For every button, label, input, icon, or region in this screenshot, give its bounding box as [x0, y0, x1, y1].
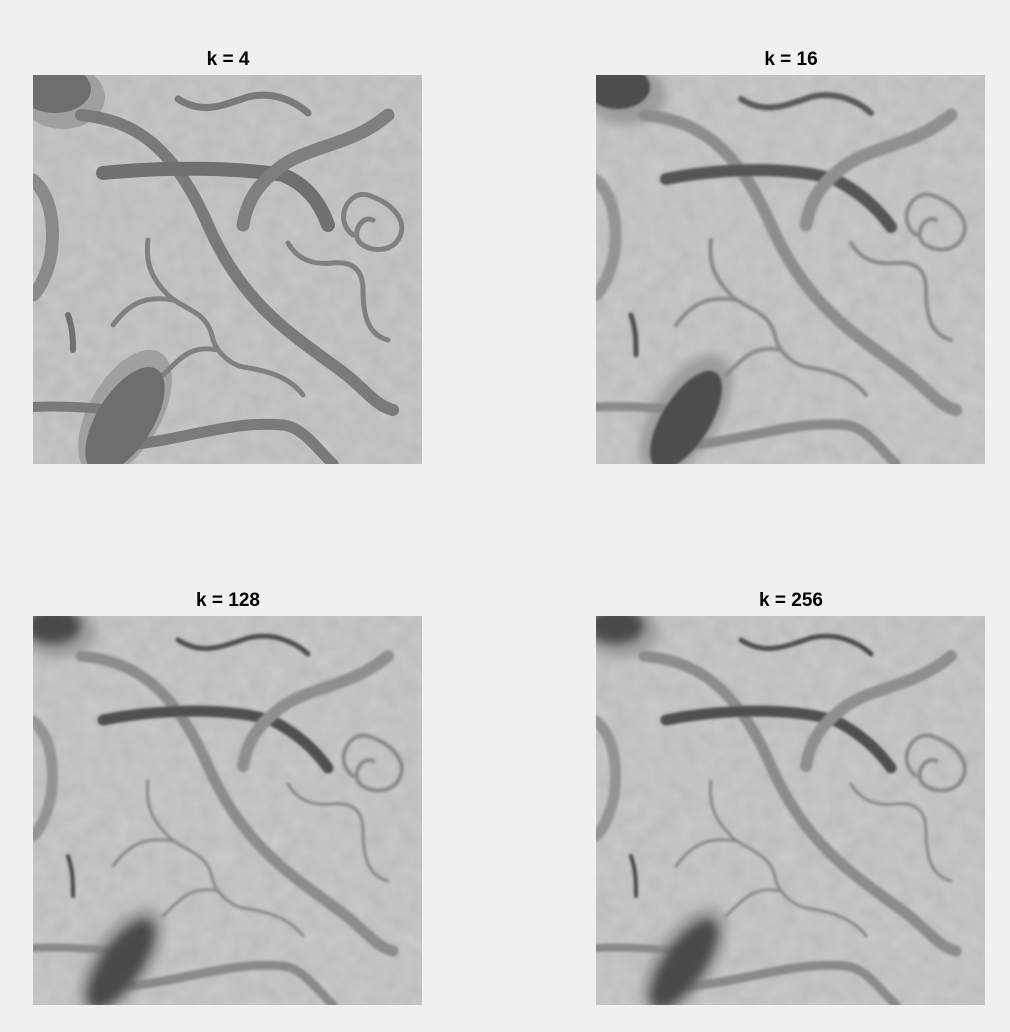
quantized-image-k128	[33, 616, 422, 1005]
quantized-image-k256	[596, 616, 985, 1005]
quantized-image-k16	[596, 75, 985, 464]
panel-title: k = 4	[206, 49, 250, 70]
panel-title: k = 256	[759, 590, 823, 611]
panel-title: k = 128	[196, 590, 260, 611]
quantized-image-k4	[33, 75, 422, 464]
panel-title: k = 16	[764, 49, 818, 70]
